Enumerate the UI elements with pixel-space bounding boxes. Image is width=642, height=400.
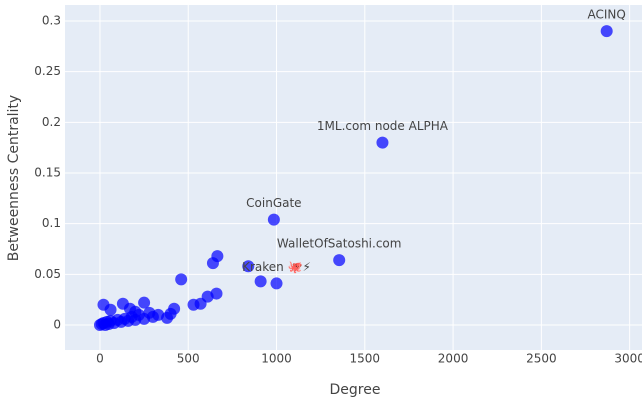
point xyxy=(129,305,142,318)
point xyxy=(267,213,280,226)
y-tick-label: 0.1 xyxy=(42,216,61,230)
x-tick-label: 1000 xyxy=(261,352,292,366)
point xyxy=(168,302,181,315)
point xyxy=(175,273,188,286)
point xyxy=(600,25,613,38)
point xyxy=(242,260,255,273)
y-tick-label: 0 xyxy=(53,317,61,331)
point-label: 1ML.com node ALPHA xyxy=(317,119,449,133)
point-label: Kraken 🐙⚡ xyxy=(242,260,311,274)
point-label: WalletOfSatoshi.com xyxy=(277,237,402,251)
x-tick-label: 0 xyxy=(96,352,104,366)
y-tick-label: 0.2 xyxy=(42,115,61,129)
x-tick-label: 1500 xyxy=(350,352,381,366)
y-tick-label: 0.05 xyxy=(34,267,61,281)
point-label: ACINQ xyxy=(588,8,626,22)
point xyxy=(210,287,223,300)
y-tick-label: 0.15 xyxy=(34,165,61,179)
point xyxy=(333,254,346,267)
y-tick-label: 0.3 xyxy=(42,14,61,28)
x-axis-title: Degree xyxy=(330,382,381,398)
point-label: CoinGate xyxy=(246,196,301,210)
point xyxy=(138,296,151,309)
y-tick-label: 0.25 xyxy=(34,64,61,78)
x-tick-label: 500 xyxy=(177,352,200,366)
y-axis-title: Betweenness Centrality xyxy=(6,95,22,261)
plot-area xyxy=(65,5,642,350)
x-tick-label: 2500 xyxy=(526,352,557,366)
x-tick-label: 3000 xyxy=(614,352,642,366)
point xyxy=(211,250,224,263)
point xyxy=(376,136,389,149)
x-tick-label: 2000 xyxy=(438,352,469,366)
point xyxy=(270,277,283,290)
point xyxy=(254,275,267,288)
point xyxy=(104,303,117,316)
